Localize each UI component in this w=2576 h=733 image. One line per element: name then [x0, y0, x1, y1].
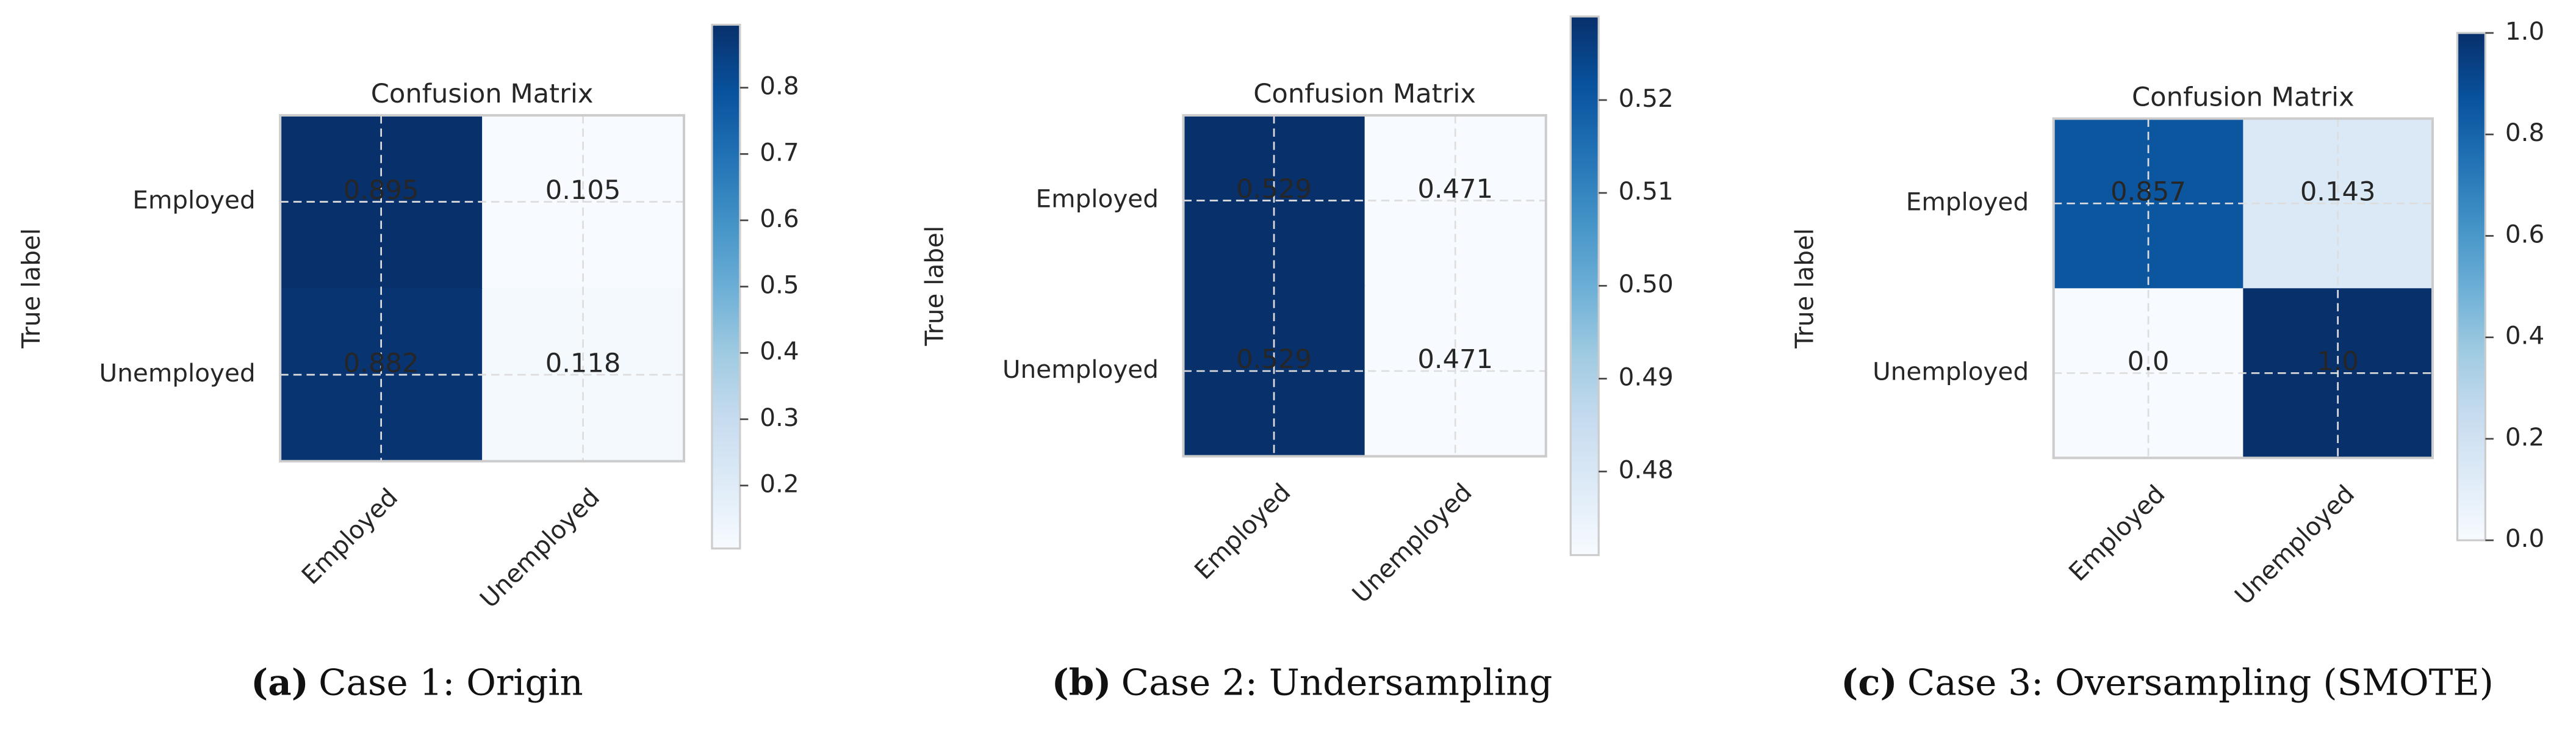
caption-text: Case 3: Oversampling (SMOTE) [1907, 662, 2494, 704]
cell-label: 0.529 [1236, 344, 1312, 375]
colorbar-tick-label: 0.6 [2505, 219, 2544, 248]
colorbar [1569, 15, 1600, 557]
x-tick-label: Unemployed [1347, 477, 1478, 608]
heatmap-frame [2052, 117, 2434, 460]
colorbar [2456, 32, 2487, 541]
colorbar-tick-label: 0.8 [760, 71, 799, 101]
cell-label: 0.105 [545, 175, 621, 206]
heatmap-frame [279, 114, 686, 463]
caption-text: Case 1: Origin [318, 662, 583, 704]
caption: (c) Case 3: Oversampling (SMOTE) [1841, 661, 2494, 704]
caption-label: (c) [1841, 661, 1897, 704]
cell-label: 0.118 [545, 348, 621, 378]
y-axis-label: True label [919, 226, 949, 347]
cell-label: 0.471 [1417, 344, 1493, 375]
caption: (b) Case 2: Undersampling [1052, 661, 1553, 704]
cell-label: 0.471 [1417, 174, 1493, 204]
cell-label: 0.529 [1236, 174, 1312, 204]
cell-label: 0.882 [344, 348, 419, 378]
caption-text: Case 2: Undersampling [1121, 662, 1553, 704]
cell-label: 0.0 [2128, 347, 2170, 377]
colorbar-tick-label: 0.2 [2505, 422, 2544, 452]
cell-label: 0.857 [2110, 177, 2186, 208]
y-tick-label: Unemployed [1002, 355, 1159, 384]
x-tick-label: Unemployed [474, 483, 605, 614]
colorbar-tick-label: 1.0 [2505, 16, 2544, 46]
colorbar-tick-label: 0.51 [1619, 176, 1674, 206]
heatmap-frame [1182, 114, 1547, 458]
cell-label: 0.143 [2300, 177, 2376, 208]
colorbar-tick-label: 0.3 [760, 403, 799, 432]
x-tick-label: Unemployed [2229, 479, 2360, 610]
colorbar-tick-label: 0.4 [760, 336, 799, 366]
colorbar-tick-label: 0.48 [1619, 455, 1674, 485]
colorbar [711, 23, 741, 550]
colorbar-tick-label: 0.49 [1619, 362, 1674, 391]
chart-title: Confusion Matrix [1253, 79, 1476, 109]
colorbar-tick-label: 0.4 [2505, 321, 2544, 350]
x-tick-label: Employed [296, 483, 403, 590]
caption-label: (a) [251, 661, 309, 704]
caption-label: (b) [1052, 661, 1112, 704]
chart-title: Confusion Matrix [371, 79, 594, 109]
colorbar-tick-label: 0.50 [1619, 269, 1674, 298]
y-tick-label: Employed [1035, 184, 1158, 214]
cell-label: 1.0 [2317, 347, 2359, 377]
cell-label: 0.895 [344, 175, 419, 206]
colorbar-tick-label: 0.8 [2505, 118, 2544, 147]
chart-title: Confusion Matrix [2132, 82, 2355, 112]
x-tick-label: Employed [2063, 479, 2170, 587]
colorbar-tick-label: 0.7 [760, 137, 799, 167]
y-axis-label: True label [16, 228, 46, 349]
y-tick-label: Employed [132, 186, 255, 215]
colorbar-tick-label: 0.5 [760, 270, 799, 300]
caption: (a) Case 1: Origin [251, 661, 583, 704]
y-axis-label: True label [1790, 228, 1819, 349]
y-tick-label: Employed [1906, 187, 2029, 216]
x-tick-label: Employed [1189, 477, 1296, 585]
y-tick-label: Unemployed [1873, 356, 2029, 386]
colorbar-tick-label: 0.2 [760, 469, 799, 499]
y-tick-label: Unemployed [99, 358, 256, 388]
colorbar-tick-label: 0.6 [760, 204, 799, 233]
colorbar-tick-label: 0.0 [2505, 524, 2544, 553]
colorbar-tick-label: 0.52 [1619, 84, 1674, 113]
